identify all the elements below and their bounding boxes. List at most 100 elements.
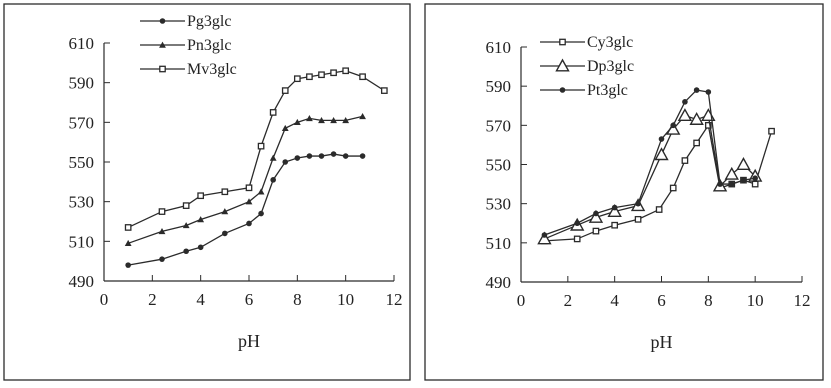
- x-tick-label: 8: [293, 290, 302, 309]
- x-tick-label: 0: [100, 290, 109, 309]
- y-tick-label: 610: [486, 38, 512, 57]
- series-Pn3glc: [124, 112, 366, 247]
- chart-panel-1: 490 510 530 550 570 590 610 0 2 4 6 8 10 12 pH Pg3glc Pn…: [3, 3, 411, 381]
- series-point: [330, 151, 337, 157]
- series-point: [736, 157, 751, 171]
- series-point: [183, 248, 189, 255]
- series-point: [124, 239, 132, 247]
- x-tick-label: 10: [747, 291, 764, 310]
- x-tick-label: 10: [337, 290, 354, 309]
- series-point: [342, 67, 350, 75]
- series-point: [342, 153, 349, 159]
- series-point: [359, 112, 366, 120]
- series-point: [689, 112, 704, 125]
- legend-label: Pn3glc: [187, 37, 231, 54]
- series-point: [359, 73, 366, 81]
- series-point: [635, 200, 641, 207]
- series-point: [318, 71, 325, 79]
- y-tick-label: 610: [69, 34, 95, 53]
- legend-point: [159, 65, 166, 73]
- legend-label: Mv3glc: [187, 61, 237, 78]
- series-point: [257, 188, 265, 195]
- series-point: [359, 153, 366, 159]
- legend-point: [159, 18, 166, 24]
- x-axis-label: pH: [238, 331, 260, 351]
- series-point: [717, 181, 723, 187]
- y-tick-label: 530: [486, 195, 512, 214]
- series-point: [293, 118, 301, 126]
- legend-label: Cy3glc: [587, 34, 633, 51]
- series-point: [330, 116, 337, 124]
- series-point: [159, 256, 165, 262]
- legend-point: [559, 87, 566, 93]
- series-point: [282, 159, 289, 165]
- series-point: [655, 206, 663, 213]
- y-tick-label: 490: [69, 272, 95, 291]
- series-point: [728, 181, 735, 187]
- series-point: [270, 177, 276, 183]
- series-point: [740, 177, 747, 183]
- x-axis-label: pH: [651, 332, 673, 352]
- series-point: [269, 154, 277, 161]
- series-point: [693, 139, 700, 147]
- series-point: [306, 114, 313, 122]
- series-point: [281, 124, 289, 132]
- series-point: [124, 224, 132, 231]
- series-point: [306, 153, 313, 159]
- y-tick-label: 590: [69, 74, 95, 93]
- series-point: [677, 108, 693, 122]
- series-point: [306, 73, 313, 81]
- series-point: [654, 147, 669, 161]
- series-point: [593, 210, 599, 217]
- legend-item: Cy3glc: [540, 34, 633, 51]
- x-tick-label: 4: [196, 290, 205, 309]
- legend-item: Mv3glc: [140, 61, 237, 78]
- series-point: [634, 215, 642, 223]
- series-point: [541, 232, 548, 238]
- series-point: [588, 209, 604, 223]
- x-tick-label: 12: [386, 290, 403, 309]
- legend-label: Pg3glc: [187, 13, 231, 30]
- y-tick-label: 550: [69, 153, 95, 172]
- series-point: [158, 228, 166, 235]
- legend-item: Pn3glc: [140, 37, 231, 54]
- series-point: [294, 155, 301, 161]
- x-tick-label: 6: [245, 290, 254, 309]
- series-Mv3glc: [124, 67, 388, 231]
- series-point: [330, 69, 337, 77]
- y-tick-label: 590: [486, 77, 512, 96]
- series-point: [768, 127, 775, 135]
- x-tick-label: 2: [148, 290, 157, 309]
- series-point: [611, 204, 618, 211]
- series-point: [669, 184, 677, 192]
- series-Pg3glc: [125, 151, 366, 268]
- series-point: [221, 188, 229, 196]
- series-point: [751, 180, 759, 188]
- series-Pt3glc: [541, 87, 758, 238]
- legend-item: Pg3glc: [140, 13, 231, 30]
- series-point: [245, 198, 253, 205]
- legend-point: [159, 41, 166, 48]
- x-tick-label: 4: [610, 291, 619, 310]
- series-point: [682, 99, 688, 105]
- series-point: [724, 166, 739, 180]
- series-point: [607, 204, 622, 218]
- series-point: [257, 142, 265, 150]
- y-tick-label: 570: [486, 116, 512, 135]
- series-point: [670, 122, 677, 129]
- series-point: [704, 121, 712, 129]
- series-point: [573, 235, 581, 243]
- chart-panel-2: 490 510 530 550 570 590 610 0 2 4 6 8 10 12 pH Cy3glc Dp…: [424, 3, 824, 381]
- series-point: [293, 75, 301, 83]
- series-point: [752, 175, 758, 182]
- series-point: [658, 136, 665, 142]
- legend-point: [559, 38, 566, 46]
- series-line: [127, 70, 385, 229]
- series-point: [222, 230, 228, 237]
- series-point: [592, 227, 600, 235]
- series-point: [281, 87, 289, 94]
- series-point: [125, 262, 131, 268]
- legend-label: Dp3glc: [587, 58, 634, 75]
- series-point: [269, 109, 277, 116]
